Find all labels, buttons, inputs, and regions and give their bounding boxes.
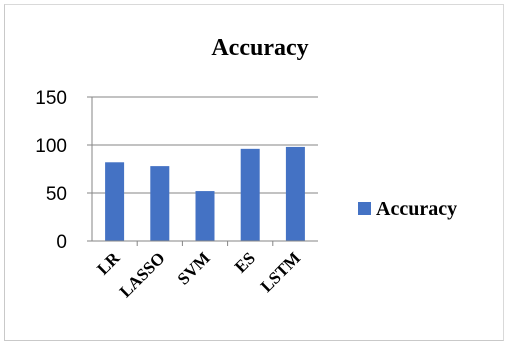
x-tick-label: LASSO — [116, 248, 169, 301]
axes — [91, 97, 318, 242]
bar-es — [240, 148, 260, 241]
x-tick-label: ES — [231, 248, 259, 276]
chart-frame — [4, 4, 504, 341]
x-tick-label: LSTM — [257, 248, 305, 296]
y-tick-label: 150 — [35, 88, 67, 109]
bar-lstm — [285, 146, 305, 241]
bar-svm — [195, 191, 215, 241]
x-tick-label: LR — [93, 248, 124, 279]
x-tick-label: SVM — [174, 248, 214, 288]
y-tick-labels: 0 50 100 150 — [35, 88, 92, 253]
legend-swatch — [358, 202, 371, 215]
y-tick-label: 100 — [35, 136, 67, 157]
y-tick-label: 50 — [46, 184, 67, 205]
gridlines — [92, 96, 318, 194]
y-tick-label: 0 — [56, 232, 67, 253]
legend-label: Accuracy — [376, 198, 457, 220]
legend: Accuracy — [358, 198, 457, 220]
bar-lasso — [150, 166, 170, 241]
bar-lr — [105, 162, 125, 241]
chart-title: Accuracy — [211, 35, 308, 61]
bars — [105, 146, 305, 241]
